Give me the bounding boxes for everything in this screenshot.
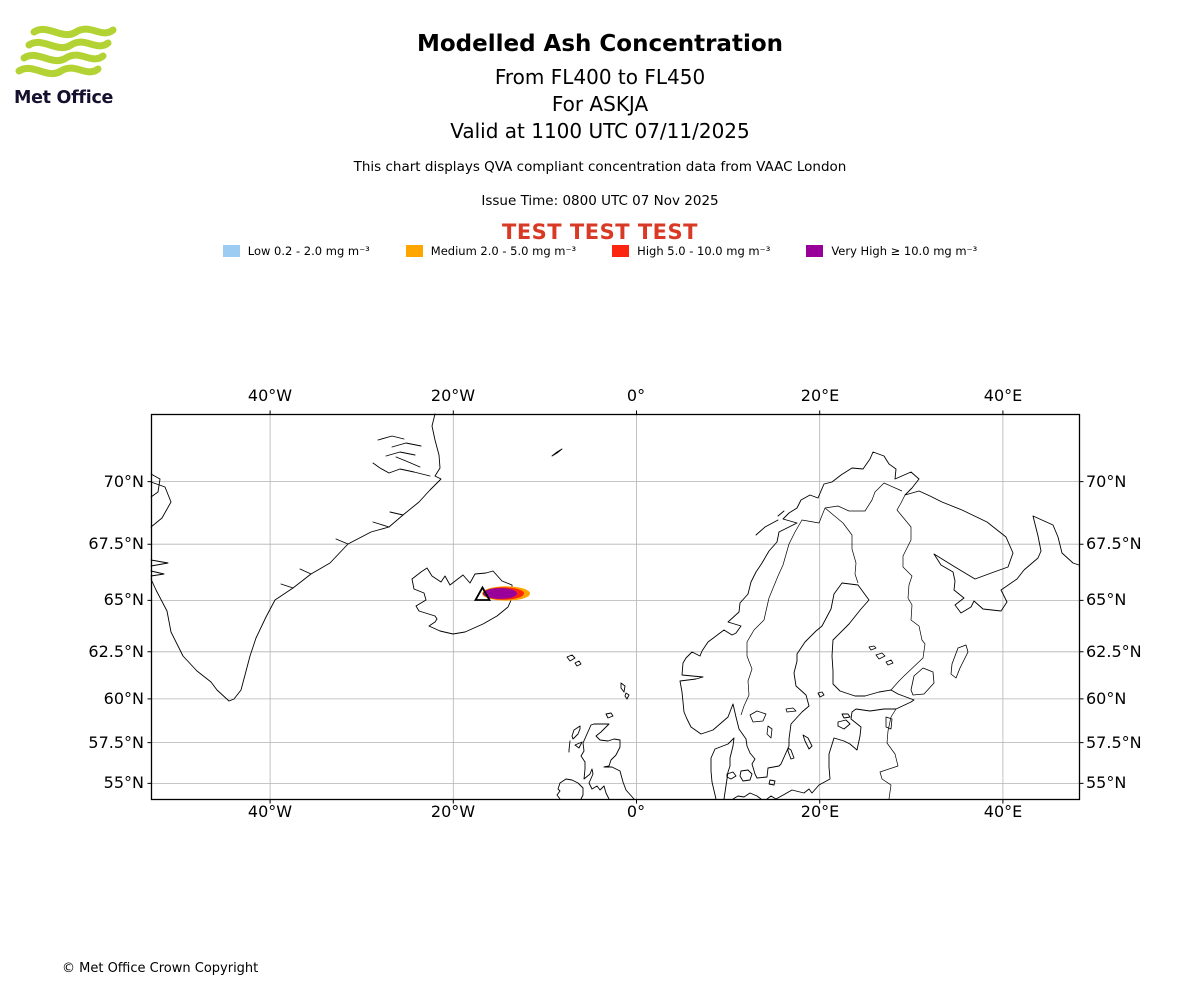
subtitle-volcano: For ASKJA — [551, 92, 649, 116]
legend-item-very-high: Very High ≥ 10.0 mg m⁻³ — [806, 244, 977, 258]
legend: Low 0.2 - 2.0 mg m⁻³ Medium 2.0 - 5.0 mg… — [0, 244, 1200, 258]
map-border — [150, 413, 1081, 801]
legend-label-high: High 5.0 - 10.0 mg m⁻³ — [637, 244, 771, 258]
logo-wordmark: Met Office — [14, 88, 114, 108]
y-tick-label-right-60n: 60°N — [1086, 689, 1127, 708]
legend-label-low: Low 0.2 - 2.0 mg m⁻³ — [247, 244, 370, 258]
test-banner: TEST TEST TEST — [502, 220, 698, 244]
y-tick-label-right-55n: 55°N — [1086, 773, 1127, 792]
ash-contour-high — [483, 587, 524, 600]
x-tick-label-bottom-20e: 20°E — [800, 802, 840, 821]
legend-label-medium: Medium 2.0 - 5.0 mg m⁻³ — [430, 244, 577, 258]
map-gridlines — [151, 414, 1080, 800]
x-tick-label-top-0: 0° — [626, 386, 646, 405]
ash-contour-medium — [482, 586, 530, 601]
axis-ticks — [147, 410, 1084, 804]
copyright-notice: © Met Office Crown Copyright — [62, 961, 259, 976]
y-tick-label-right-57-5n: 57.5°N — [1086, 733, 1142, 752]
legend-swatch-low — [222, 245, 240, 257]
x-tick-label-top-40e: 40°E — [983, 386, 1023, 405]
x-tick-label-top-20e: 20°E — [800, 386, 840, 405]
legend-swatch-high — [612, 245, 630, 257]
volcano-triangle-marker — [473, 585, 492, 601]
y-tick-label-right-70n: 70°N — [1086, 472, 1127, 491]
issue-time: Issue Time: 0800 UTC 07 Nov 2025 — [481, 193, 719, 209]
subtitle-flight-levels: From FL400 to FL450 — [494, 65, 706, 89]
y-tick-label-left-67-5n: 67.5°N — [88, 534, 144, 553]
x-tick-label-bottom-0: 0° — [626, 802, 646, 821]
x-tick-label-bottom-40w: 40°W — [247, 802, 293, 821]
ash-plume — [482, 586, 530, 601]
y-tick-label-right-65n: 65°N — [1086, 590, 1127, 609]
legend-item-medium: Medium 2.0 - 5.0 mg m⁻³ — [405, 244, 577, 258]
y-tick-label-left-55n: 55°N — [103, 773, 144, 792]
legend-item-high: High 5.0 - 10.0 mg m⁻³ — [612, 244, 770, 258]
y-tick-label-left-57-5n: 57.5°N — [88, 733, 144, 752]
legend-label-very-high: Very High ≥ 10.0 mg m⁻³ — [831, 244, 978, 258]
y-tick-label-left-60n: 60°N — [103, 689, 144, 708]
country-borders — [740, 482, 926, 800]
coastlines — [150, 413, 1080, 800]
title-block: Modelled Ash Concentration From FL400 to… — [0, 30, 1200, 244]
legend-swatch-medium — [405, 245, 423, 257]
logo-waves-icon — [15, 25, 117, 78]
chart-description: This chart displays QVA compliant concen… — [353, 159, 847, 175]
x-tick-label-bottom-20w: 20°W — [430, 802, 476, 821]
lakes — [749, 644, 969, 739]
y-tick-label-right-67-5n: 67.5°N — [1086, 534, 1142, 553]
y-tick-label-right-62-5n: 62.5°N — [1086, 642, 1142, 661]
met-office-logo: Met Office — [14, 22, 134, 108]
x-tick-label-top-20w: 20°W — [430, 386, 476, 405]
y-tick-label-left-70n: 70°N — [103, 472, 144, 491]
legend-swatch-very-high — [806, 245, 824, 257]
y-tick-label-left-62-5n: 62.5°N — [88, 642, 144, 661]
legend-item-low: Low 0.2 - 2.0 mg m⁻³ — [222, 244, 370, 258]
x-tick-label-top-40w: 40°W — [247, 386, 293, 405]
x-tick-label-bottom-40e: 40°E — [983, 802, 1023, 821]
page-title: Modelled Ash Concentration — [416, 31, 784, 57]
ash-contour-very-high — [483, 588, 517, 599]
subtitle-valid-time: Valid at 1100 UTC 07/11/2025 — [450, 119, 750, 143]
y-tick-label-left-65n: 65°N — [103, 590, 144, 609]
